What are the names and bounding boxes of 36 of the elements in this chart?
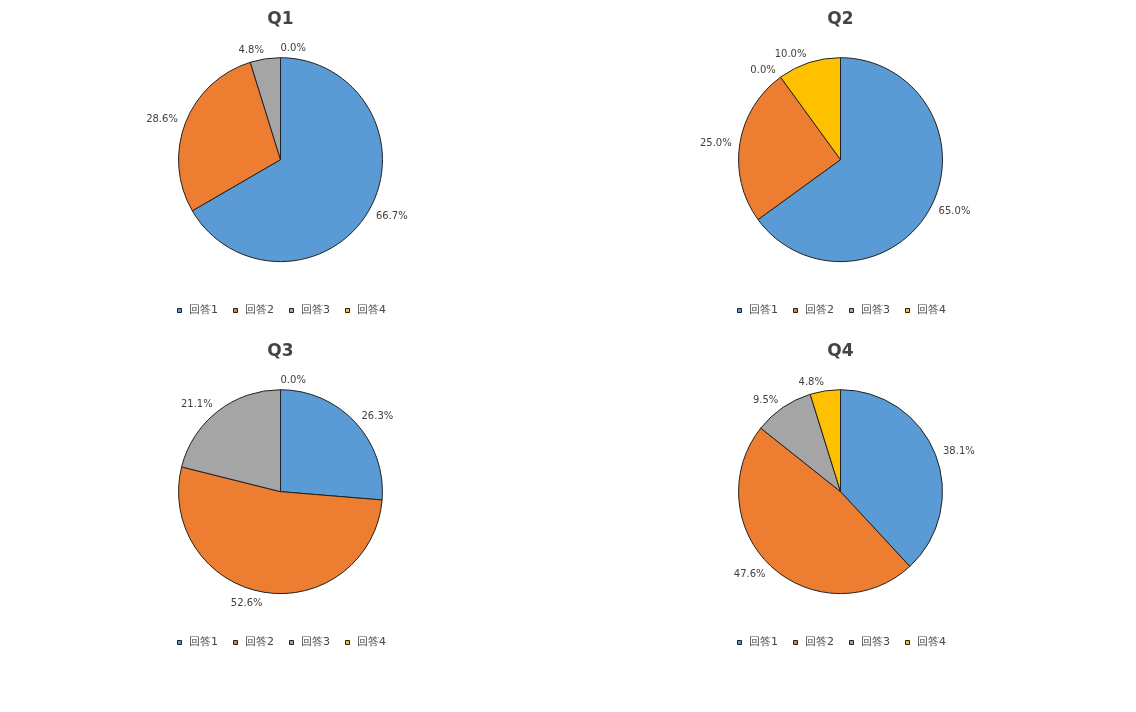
data-label: 38.1% (943, 445, 975, 457)
legend-label: 回答1 (189, 634, 218, 649)
legend-label: 回答3 (301, 302, 330, 317)
legend-label: 回答3 (861, 302, 890, 317)
data-label: 25.0% (699, 136, 732, 148)
data-label: 66.7% (375, 210, 408, 221)
legend-label: 回答2 (805, 634, 834, 649)
chart-title: Q2 (827, 7, 854, 28)
legend-label: 回答4 (357, 634, 386, 649)
legend-label: 回答2 (245, 634, 274, 649)
data-label: 52.6% (230, 596, 263, 608)
data-label: 26.3% (361, 410, 394, 422)
data-label: 47.6% (733, 568, 766, 580)
legend-label: 回答4 (357, 302, 386, 317)
data-label: 4.8% (238, 43, 264, 55)
legend-label: 回答2 (245, 302, 274, 317)
chart-title: Q3 (267, 339, 294, 360)
chart-title: Q1 (267, 7, 294, 28)
data-label: 10.0% (774, 47, 807, 59)
legend-label: 回答3 (301, 634, 330, 649)
legend-label: 回答1 (749, 302, 778, 317)
legend-label: 回答3 (861, 634, 890, 649)
data-label: 65.0% (938, 204, 971, 216)
text: 0.0% (750, 63, 776, 75)
legend-label: 回答4 (917, 302, 946, 317)
legend-label: 回答1 (189, 302, 218, 317)
legend-label: 回答4 (917, 634, 946, 649)
data-label: 9.5% (752, 393, 779, 405)
chart-title: Q4 (827, 339, 854, 360)
text: 0.0% (280, 42, 306, 54)
data-label: 28.6% (146, 113, 178, 125)
text: 0.0% (280, 374, 306, 386)
data-label: 4.8% (798, 375, 824, 387)
legend-label: 回答2 (805, 302, 834, 317)
legend-label: 回答1 (749, 634, 778, 649)
data-label: 21.1% (180, 397, 213, 409)
